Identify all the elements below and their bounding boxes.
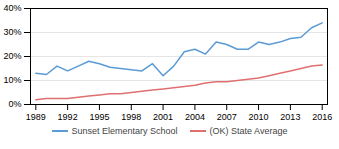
svg-text:40%: 40% [3, 3, 21, 13]
svg-text:2010: 2010 [249, 112, 269, 122]
svg-text:2013: 2013 [280, 112, 300, 122]
svg-text:2016: 2016 [312, 112, 332, 122]
svg-text:1992: 1992 [58, 112, 78, 122]
svg-text:10%: 10% [3, 75, 21, 85]
svg-text:1989: 1989 [26, 112, 46, 122]
svg-text:2007: 2007 [217, 112, 237, 122]
svg-text:1995: 1995 [89, 112, 109, 122]
svg-text:20%: 20% [3, 51, 21, 61]
svg-text:30%: 30% [3, 27, 21, 37]
svg-text:1998: 1998 [121, 112, 141, 122]
html-text:(OK) State Average: (OK) State Average [209, 126, 288, 136]
svg-text:2001: 2001 [153, 112, 173, 122]
html-text:Sunset Elementary School: Sunset Elementary School [71, 126, 178, 136]
svg-text:0%: 0% [8, 99, 21, 109]
svg-text:2004: 2004 [185, 112, 205, 122]
